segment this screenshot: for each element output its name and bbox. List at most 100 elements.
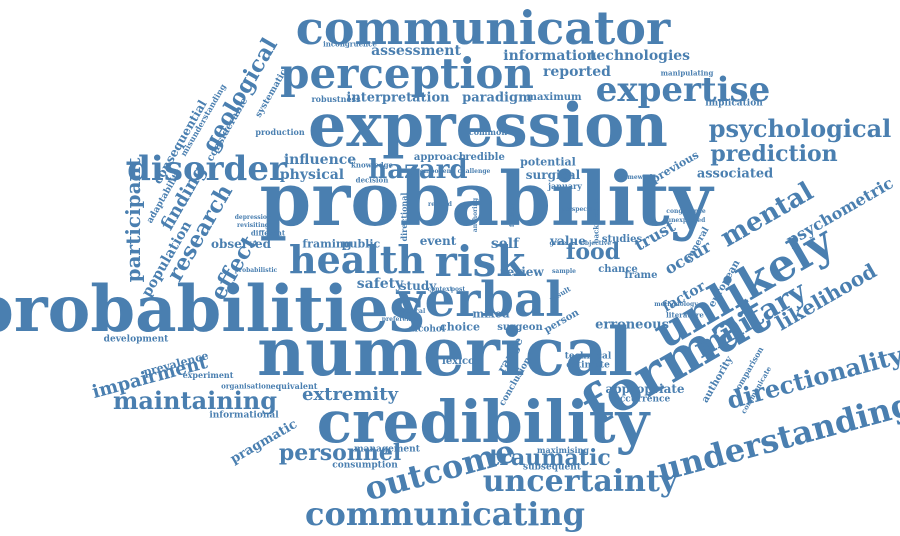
word: sample <box>552 268 576 275</box>
word: informational <box>209 410 279 421</box>
word: common <box>468 127 508 137</box>
word: approach <box>413 152 467 163</box>
word: background <box>591 196 601 244</box>
word: implication <box>705 98 763 109</box>
word: value <box>550 234 586 248</box>
word: production <box>255 127 305 137</box>
word: event <box>419 234 457 248</box>
word: maximum <box>526 92 582 103</box>
word: observed <box>210 237 272 251</box>
word: alcohol <box>408 324 446 335</box>
word: potential <box>520 155 576 169</box>
word: studies <box>601 234 643 245</box>
word: revisiting <box>236 222 270 229</box>
word: subsequent <box>523 462 581 473</box>
word: depression <box>234 214 272 221</box>
word: manipulating <box>660 68 714 78</box>
word: verbal <box>396 272 564 328</box>
word: challenge <box>457 168 491 175</box>
word: participant <box>121 157 145 283</box>
word: extremity <box>301 384 399 405</box>
word: management <box>354 444 420 455</box>
word: medical <box>398 308 426 315</box>
word: uncertainty <box>482 464 678 499</box>
word: information <box>503 48 597 64</box>
word: decision <box>355 175 389 185</box>
word: public <box>341 237 381 251</box>
word: consumption <box>332 460 398 471</box>
word: framework <box>617 174 655 181</box>
word: credibility <box>316 388 650 456</box>
word: disorder <box>127 149 287 189</box>
word: knowledge <box>351 160 393 170</box>
word: technologies <box>589 48 691 64</box>
word: interpretation <box>346 90 450 106</box>
word: study <box>399 279 437 293</box>
word: literature <box>666 310 704 320</box>
word: reported <box>543 64 611 80</box>
word: associated <box>696 166 774 182</box>
word: occurrence <box>613 394 671 405</box>
word: mixed <box>472 307 510 321</box>
word: component <box>416 168 454 175</box>
word: equivalent <box>270 381 318 391</box>
word: technical <box>564 351 612 362</box>
word: health <box>288 237 426 282</box>
word: traumatic <box>489 445 611 471</box>
word: appropriate <box>605 382 685 396</box>
word: maintaining <box>112 386 278 415</box>
word: numerical <box>257 313 633 391</box>
word: experiment <box>182 370 234 380</box>
word: robustness <box>311 94 361 104</box>
word: erroneous <box>595 317 669 333</box>
word: fluency <box>509 202 516 228</box>
word: personnel <box>278 440 402 466</box>
word: objective <box>580 240 612 247</box>
word: physical <box>279 167 345 183</box>
word: methodology <box>654 301 698 308</box>
word: probabilities <box>0 272 425 347</box>
word: different <box>250 228 286 238</box>
word: paradigm <box>462 90 532 106</box>
word: unexpected <box>666 217 706 224</box>
word: safety <box>356 276 404 292</box>
word: expertise <box>595 70 771 110</box>
word: probability <box>259 157 713 243</box>
word: development <box>103 334 169 345</box>
word: incongruence <box>323 39 377 49</box>
word: organisation <box>221 381 271 391</box>
word: anchoring <box>472 197 479 233</box>
word: choice <box>440 320 480 334</box>
word: preference <box>381 316 419 323</box>
word: prediction <box>710 141 838 167</box>
word: assessment <box>371 43 461 59</box>
word: maximising <box>537 445 589 455</box>
word: self <box>490 236 520 252</box>
word: communicating <box>304 495 586 533</box>
word: perception <box>280 49 534 98</box>
word: review <box>500 265 544 279</box>
word: probabilistic <box>234 267 278 274</box>
word: surgical <box>525 168 581 182</box>
word: influence <box>283 152 357 168</box>
word: surgeon <box>497 322 543 333</box>
word: grice <box>549 240 567 247</box>
word: related <box>428 201 452 208</box>
word: january <box>548 181 582 191</box>
word: lexicon <box>442 356 482 367</box>
word: chance <box>598 264 638 275</box>
word: post <box>450 286 466 293</box>
word: food <box>565 239 621 265</box>
word: communicator <box>295 1 671 55</box>
word: hazard <box>368 155 468 185</box>
word: credible <box>459 152 505 163</box>
word: estimate <box>566 360 610 371</box>
word: expression <box>308 91 668 161</box>
word: risk <box>434 237 526 286</box>
word: framing <box>302 237 352 251</box>
word: psychological <box>708 114 892 143</box>
word: directional <box>399 192 409 242</box>
word: context <box>427 286 453 293</box>
word: frame <box>624 270 658 281</box>
